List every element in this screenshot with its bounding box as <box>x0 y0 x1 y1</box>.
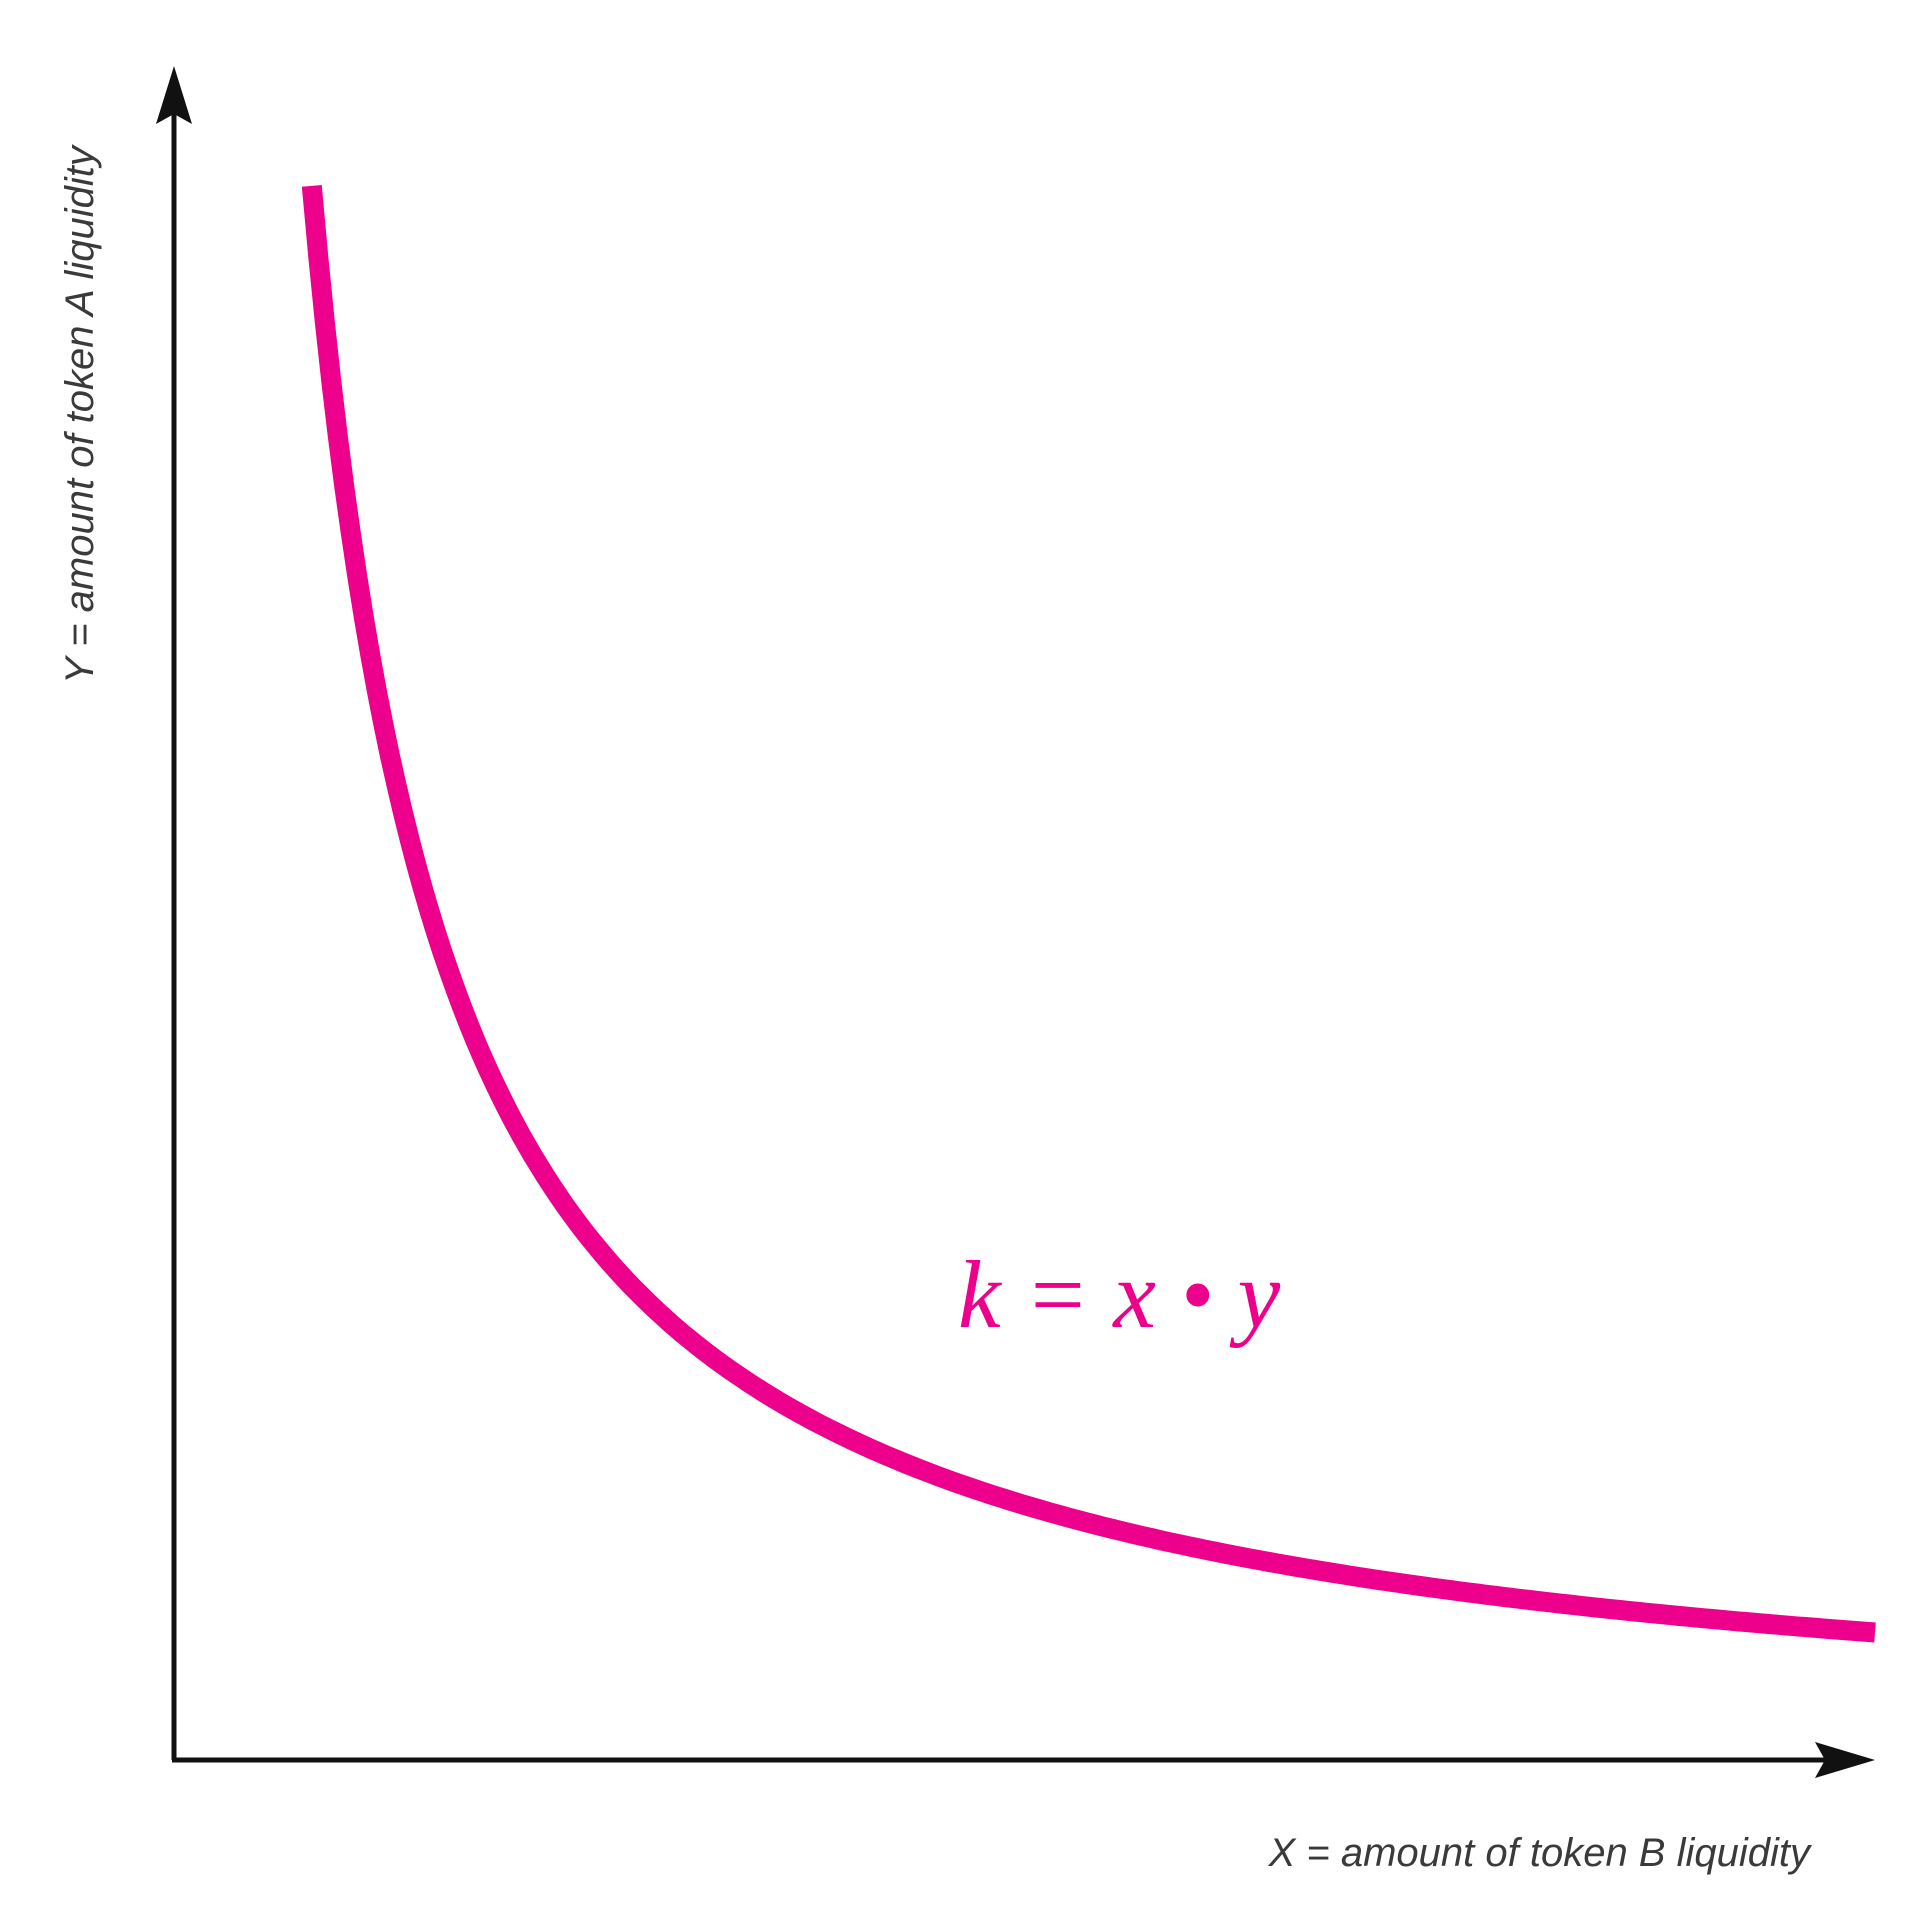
series-curve-0 <box>301 184 1879 1643</box>
x-axis-label: X = amount of token B liquidity <box>1268 1831 1813 1875</box>
series-group <box>301 184 1879 1643</box>
x-axis-arrow <box>1815 1742 1875 1778</box>
equation-annotation: k = x • y <box>958 1241 1281 1348</box>
y-axis-arrow <box>156 66 192 124</box>
y-axis-label: Y = amount of token A liquidity <box>58 143 102 684</box>
